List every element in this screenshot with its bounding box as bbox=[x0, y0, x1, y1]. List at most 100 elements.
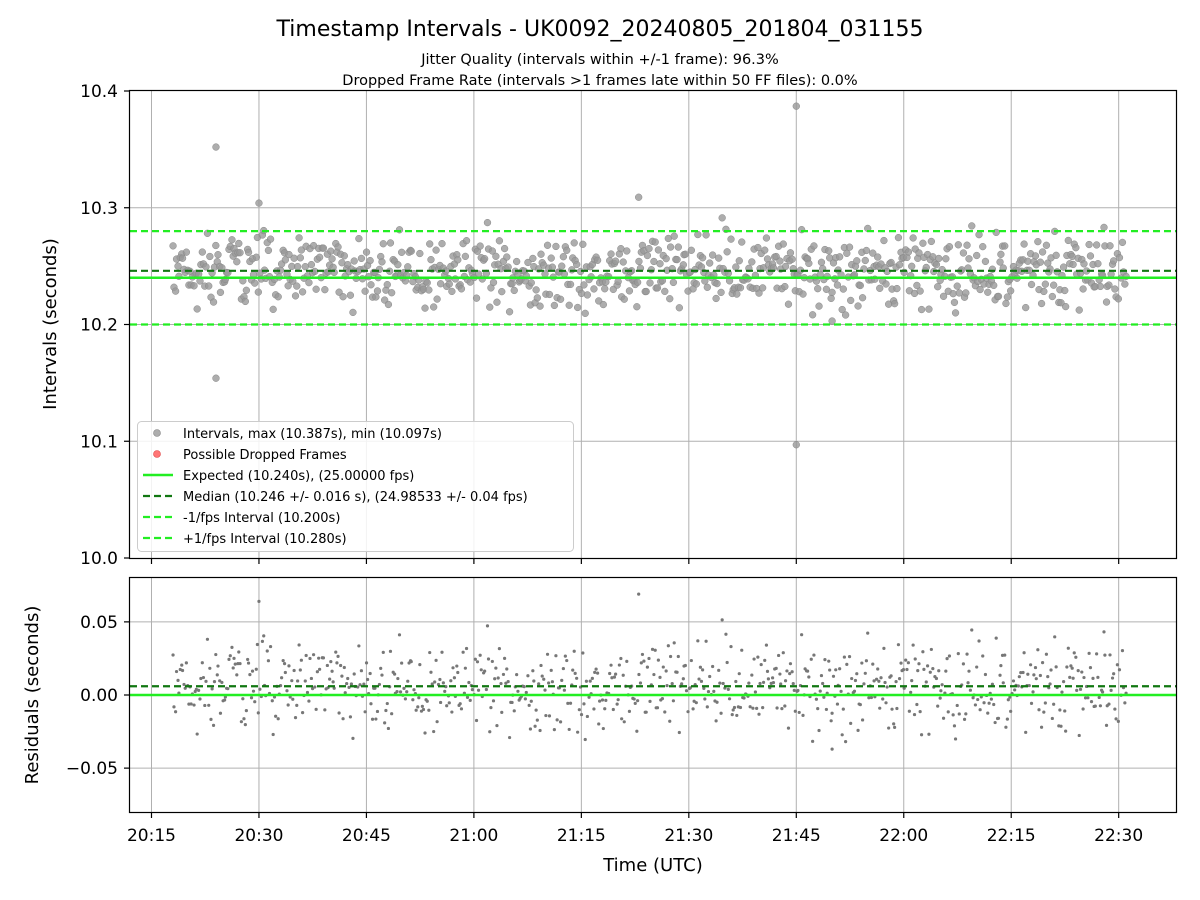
residual-point bbox=[748, 705, 752, 709]
residual-point bbox=[909, 690, 913, 694]
residual-point bbox=[770, 676, 775, 680]
residual-point bbox=[227, 657, 231, 662]
residual-point bbox=[778, 672, 782, 676]
residual-point bbox=[1034, 677, 1038, 681]
residual-point bbox=[998, 673, 1002, 677]
interval-point bbox=[407, 247, 415, 255]
residual-point bbox=[496, 676, 500, 680]
residual-point bbox=[785, 669, 789, 673]
residual-point bbox=[867, 696, 871, 700]
residual-point bbox=[1088, 666, 1093, 670]
residual-point bbox=[702, 686, 706, 691]
residual-point bbox=[915, 702, 919, 707]
legend-label-dropped: Possible Dropped Frames bbox=[183, 448, 347, 463]
residual-point bbox=[352, 672, 356, 676]
residual-point bbox=[1098, 704, 1103, 708]
residual-point bbox=[440, 650, 444, 654]
residual-point bbox=[314, 707, 318, 711]
residual-point bbox=[268, 644, 273, 649]
residual-point bbox=[209, 717, 213, 721]
residual-point bbox=[781, 651, 785, 655]
residual-point bbox=[638, 681, 643, 685]
residual-point bbox=[834, 668, 838, 672]
interval-point bbox=[327, 247, 335, 255]
interval-point bbox=[480, 255, 489, 263]
residual-point bbox=[459, 707, 464, 711]
residual-point bbox=[192, 703, 196, 707]
residual-point bbox=[946, 710, 950, 714]
interval-point bbox=[536, 302, 544, 310]
residual-point bbox=[232, 656, 236, 660]
residual-point bbox=[862, 682, 866, 686]
residual-point bbox=[476, 688, 481, 692]
residual-point bbox=[543, 688, 547, 692]
x-tick-label: 21:45 bbox=[772, 826, 821, 846]
interval-point bbox=[425, 286, 433, 294]
residual-point bbox=[1019, 671, 1023, 675]
residual-point bbox=[290, 679, 294, 683]
residual-point bbox=[565, 658, 569, 663]
residual-point bbox=[642, 659, 646, 663]
interval-point bbox=[169, 242, 177, 250]
residual-point bbox=[463, 666, 467, 670]
residual-point bbox=[610, 676, 614, 680]
residual-point bbox=[571, 668, 575, 672]
interval-point bbox=[1042, 241, 1051, 249]
residual-point bbox=[838, 667, 842, 671]
residual-point bbox=[542, 677, 546, 681]
residual-point bbox=[535, 718, 539, 722]
legend-marker-intervals bbox=[153, 429, 161, 437]
residual-point bbox=[233, 662, 237, 666]
interval-point bbox=[735, 257, 743, 265]
residual-point bbox=[331, 680, 335, 684]
chart-subtitle-dropped: Dropped Frame Rate (intervals >1 frames … bbox=[342, 73, 857, 89]
residual-point bbox=[976, 697, 980, 702]
residual-point bbox=[475, 660, 480, 664]
residual-point bbox=[614, 672, 618, 676]
residual-point bbox=[384, 708, 388, 713]
interval-point bbox=[472, 294, 481, 302]
interval-point bbox=[1079, 285, 1087, 293]
interval-point bbox=[643, 251, 652, 260]
interval-point bbox=[346, 291, 355, 299]
residual-point bbox=[346, 676, 350, 681]
residual-point bbox=[841, 707, 845, 711]
interval-point bbox=[1085, 240, 1093, 249]
residual-point bbox=[249, 696, 254, 700]
interval-point bbox=[950, 298, 959, 307]
residual-point bbox=[293, 716, 298, 720]
residual-point bbox=[763, 658, 767, 663]
interval-point-outlier bbox=[255, 199, 263, 207]
residual-point bbox=[524, 690, 528, 695]
residual-point bbox=[1050, 716, 1054, 721]
interval-point bbox=[378, 258, 386, 266]
residual-point bbox=[1080, 670, 1084, 674]
residual-point bbox=[212, 680, 217, 684]
interval-point bbox=[423, 279, 431, 287]
interval-point bbox=[913, 281, 921, 290]
residual-point bbox=[271, 732, 275, 737]
residual-point bbox=[801, 713, 805, 717]
residual-point bbox=[658, 675, 662, 679]
residual-point bbox=[172, 705, 176, 709]
interval-point bbox=[545, 290, 554, 299]
interval-point bbox=[833, 281, 842, 289]
residual-point bbox=[298, 668, 302, 672]
interval-point bbox=[206, 252, 214, 261]
interval-point bbox=[1111, 285, 1119, 293]
residual-point bbox=[358, 683, 362, 687]
residual-point bbox=[697, 677, 701, 681]
residual-point bbox=[176, 678, 180, 682]
residual-point bbox=[447, 701, 451, 705]
interval-point bbox=[241, 297, 249, 306]
residual-point bbox=[883, 680, 887, 685]
residual-point bbox=[1005, 717, 1009, 721]
residual-point bbox=[1093, 704, 1097, 708]
interval-point bbox=[990, 281, 998, 290]
residual-point bbox=[916, 669, 920, 673]
residual-point bbox=[291, 697, 295, 701]
interval-point bbox=[869, 249, 877, 257]
residual-point bbox=[1116, 719, 1120, 723]
interval-point bbox=[614, 277, 622, 286]
interval-point bbox=[383, 280, 391, 289]
